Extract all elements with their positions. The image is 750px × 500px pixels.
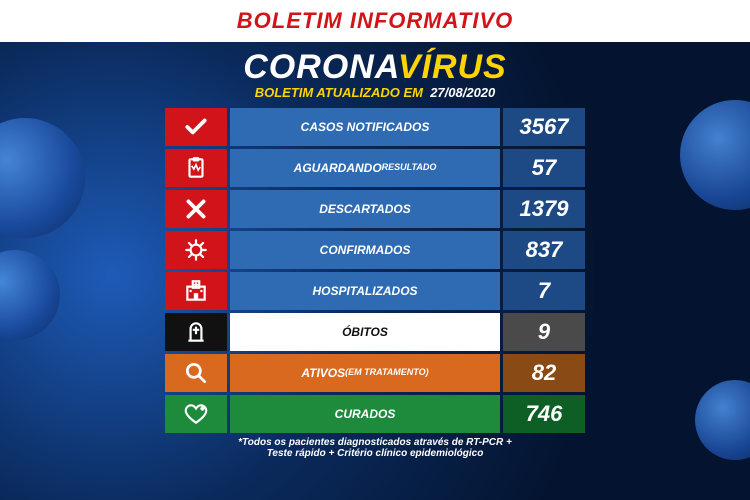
grave-icon: [165, 313, 227, 351]
subtitle: BOLETIM ATUALIZADO EM 27/08/2020: [0, 85, 750, 100]
row-value: 9: [503, 313, 585, 351]
table-row: AGUARDANDORESULTADO57: [165, 149, 585, 187]
footnote-line1: *Todos os pacientes diagnosticados atrav…: [238, 437, 512, 448]
row-value: 837: [503, 231, 585, 269]
subtitle-prefix: BOLETIM ATUALIZADO EM: [255, 85, 423, 100]
title-part2: VÍRUS: [398, 48, 507, 86]
table-row: ÓBITOS9: [165, 313, 585, 351]
virus-decoration: [0, 118, 85, 238]
footnote: *Todos os pacientes diagnosticados atrav…: [0, 437, 750, 459]
table-row: CASOS NOTIFICADOS3567: [165, 108, 585, 146]
hospital-icon: [165, 272, 227, 310]
row-label: ÓBITOS: [230, 313, 500, 351]
table-row: CONFIRMADOS837: [165, 231, 585, 269]
table-row: DESCARTADOS1379: [165, 190, 585, 228]
header-title: BOLETIM INFORMATIVO: [237, 8, 513, 34]
row-value: 746: [503, 395, 585, 433]
row-value: 3567: [503, 108, 585, 146]
row-label: CURADOS: [230, 395, 500, 433]
subtitle-date: 27/08/2020: [430, 85, 495, 100]
title-area: CORONAVÍRUS BOLETIM ATUALIZADO EM 27/08/…: [0, 42, 750, 102]
search-icon: [165, 354, 227, 392]
footnote-line2: Teste rápido + Critério clínico epidemio…: [267, 448, 484, 459]
row-value: 82: [503, 354, 585, 392]
row-label: CONFIRMADOS: [230, 231, 500, 269]
row-label: DESCARTADOS: [230, 190, 500, 228]
virus-icon: [165, 231, 227, 269]
table-row: HOSPITALIZADOS7: [165, 272, 585, 310]
main-title: CORONAVÍRUS: [0, 48, 750, 87]
row-label: ATIVOS(EM TRATAMENTO): [230, 354, 500, 392]
virus-decoration: [680, 100, 750, 210]
x-icon: [165, 190, 227, 228]
heart-icon: [165, 395, 227, 433]
row-label: CASOS NOTIFICADOS: [230, 108, 500, 146]
virus-decoration: [0, 250, 60, 340]
check-icon: [165, 108, 227, 146]
stats-table: CASOS NOTIFICADOS3567AGUARDANDORESULTADO…: [165, 108, 585, 433]
clipboard-icon: [165, 149, 227, 187]
table-row: CURADOS746: [165, 395, 585, 433]
row-value: 57: [503, 149, 585, 187]
title-part1: CORONA: [243, 48, 398, 86]
row-value: 7: [503, 272, 585, 310]
row-value: 1379: [503, 190, 585, 228]
row-label: HOSPITALIZADOS: [230, 272, 500, 310]
row-label: AGUARDANDORESULTADO: [230, 149, 500, 187]
header-bar: BOLETIM INFORMATIVO: [0, 0, 750, 42]
table-row: ATIVOS(EM TRATAMENTO)82: [165, 354, 585, 392]
